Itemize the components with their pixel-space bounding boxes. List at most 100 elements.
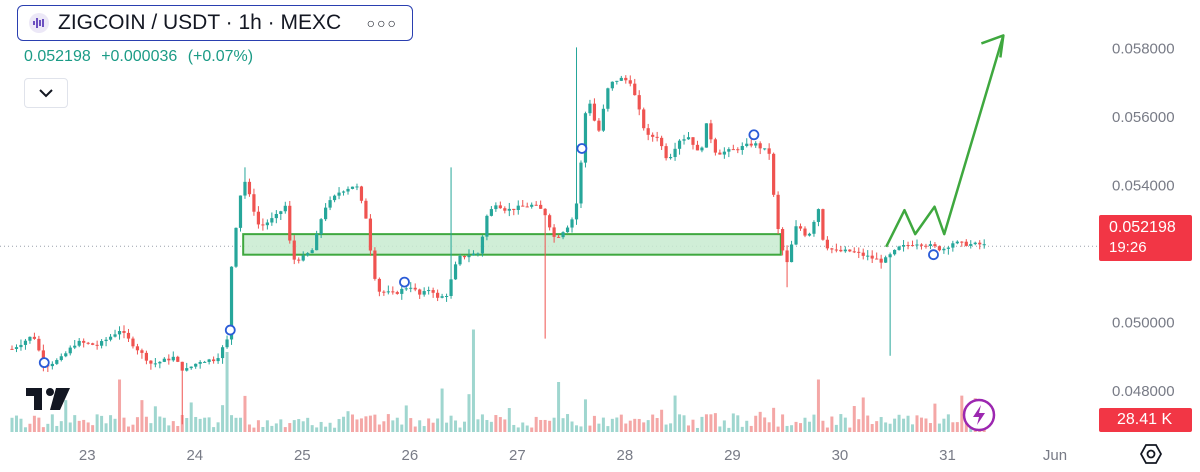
volume-bar [906,415,910,432]
collapse-button[interactable] [24,78,68,108]
volume-bar [942,418,946,432]
candle-body [162,358,166,362]
lightning-icon[interactable] [962,398,996,432]
volume-bar [207,417,211,432]
candle-body [23,340,28,345]
volume-bar [122,417,126,432]
candle-body [704,123,709,148]
candle-body [144,352,149,361]
candle-body [431,290,435,293]
candle-body [418,289,422,295]
candle-body [686,137,691,140]
volume-bar [454,420,458,432]
signal-marker [748,129,760,141]
volume-bar [745,420,749,432]
candle-body [494,205,498,210]
candle-body [937,246,942,251]
candle-body [955,241,959,244]
volume-bar [23,427,27,432]
candle-body [261,224,265,226]
candle-body [462,255,467,258]
candle-body [292,240,296,260]
candle-body [346,188,350,192]
volume-bar [606,426,610,432]
volume-bar [270,425,274,432]
volume-bar [583,399,587,432]
volume-bar [55,425,59,432]
candle-body [274,213,278,219]
candle-body [933,244,937,247]
candle-body [350,186,355,189]
price-change-pct: (+0.07%) [187,48,254,65]
volume-bar [283,427,287,432]
price-tag-value: 0.052198 [1109,219,1176,236]
volume-bar [624,423,628,432]
tradingview-logo[interactable] [26,388,72,412]
volume-bar [915,415,919,432]
volume-bar [821,420,825,432]
candle-body [610,81,614,89]
candle-body [108,336,113,340]
candle-body [624,77,628,81]
volume-bar [274,423,278,432]
candle-body [592,103,597,121]
candle-body [664,146,668,159]
candle-body [467,255,471,258]
volume-bar [700,416,704,432]
volume-bar [678,414,682,432]
candle-body [848,249,852,252]
candle-body [247,181,252,195]
candle-body [843,249,847,252]
candle-body [740,145,744,151]
volume-bar [539,419,543,432]
x-tick-label: 29 [724,447,741,464]
x-tick-label: 26 [401,447,418,464]
candle-body [727,149,731,152]
y-tick-label: 0.048000 [1112,383,1175,400]
volume-bar [660,409,664,432]
volume-bar [610,418,614,432]
candle-body [131,338,135,347]
candle-body [543,208,547,216]
candle-body [928,244,933,246]
volume-bar [324,426,328,432]
volume-bar [525,425,529,432]
volume-bar [328,422,332,432]
volume-bar [100,415,104,432]
candle-body [100,341,104,346]
candle-body [37,338,41,351]
candle-body [763,148,767,150]
volume-bar [507,408,511,432]
candle-body [373,250,377,279]
volume-bar [449,415,453,432]
candle-body [870,255,874,259]
volume-bar [131,424,135,432]
settings-icon[interactable] [1140,443,1162,465]
candle-body [646,128,650,135]
arrow-head [980,34,1005,58]
volume-bar [628,420,632,432]
volume-bar [790,425,794,432]
volume-bar [189,402,193,432]
candle-body [149,360,153,364]
candle-body [73,345,77,348]
symbol-header[interactable]: ZIGCOIN / USDT · 1h · MEXC ○○○ [17,5,413,41]
candle-body [601,108,605,131]
candle-body [444,296,449,298]
volume-bar [427,418,431,432]
volume-bar [637,418,641,432]
volume-bar [911,424,915,432]
more-icon[interactable]: ○○○ [366,15,398,31]
candle-body [310,250,314,254]
volume-bar [579,426,583,432]
volume-bar [382,421,386,432]
volume-bar [480,414,484,432]
candle-body [695,144,700,151]
candle-body [158,361,162,364]
candle-body [861,252,865,256]
candle-body [718,152,722,155]
candle-body [525,206,529,208]
volume-bar [77,420,81,432]
candle-body [767,148,771,154]
